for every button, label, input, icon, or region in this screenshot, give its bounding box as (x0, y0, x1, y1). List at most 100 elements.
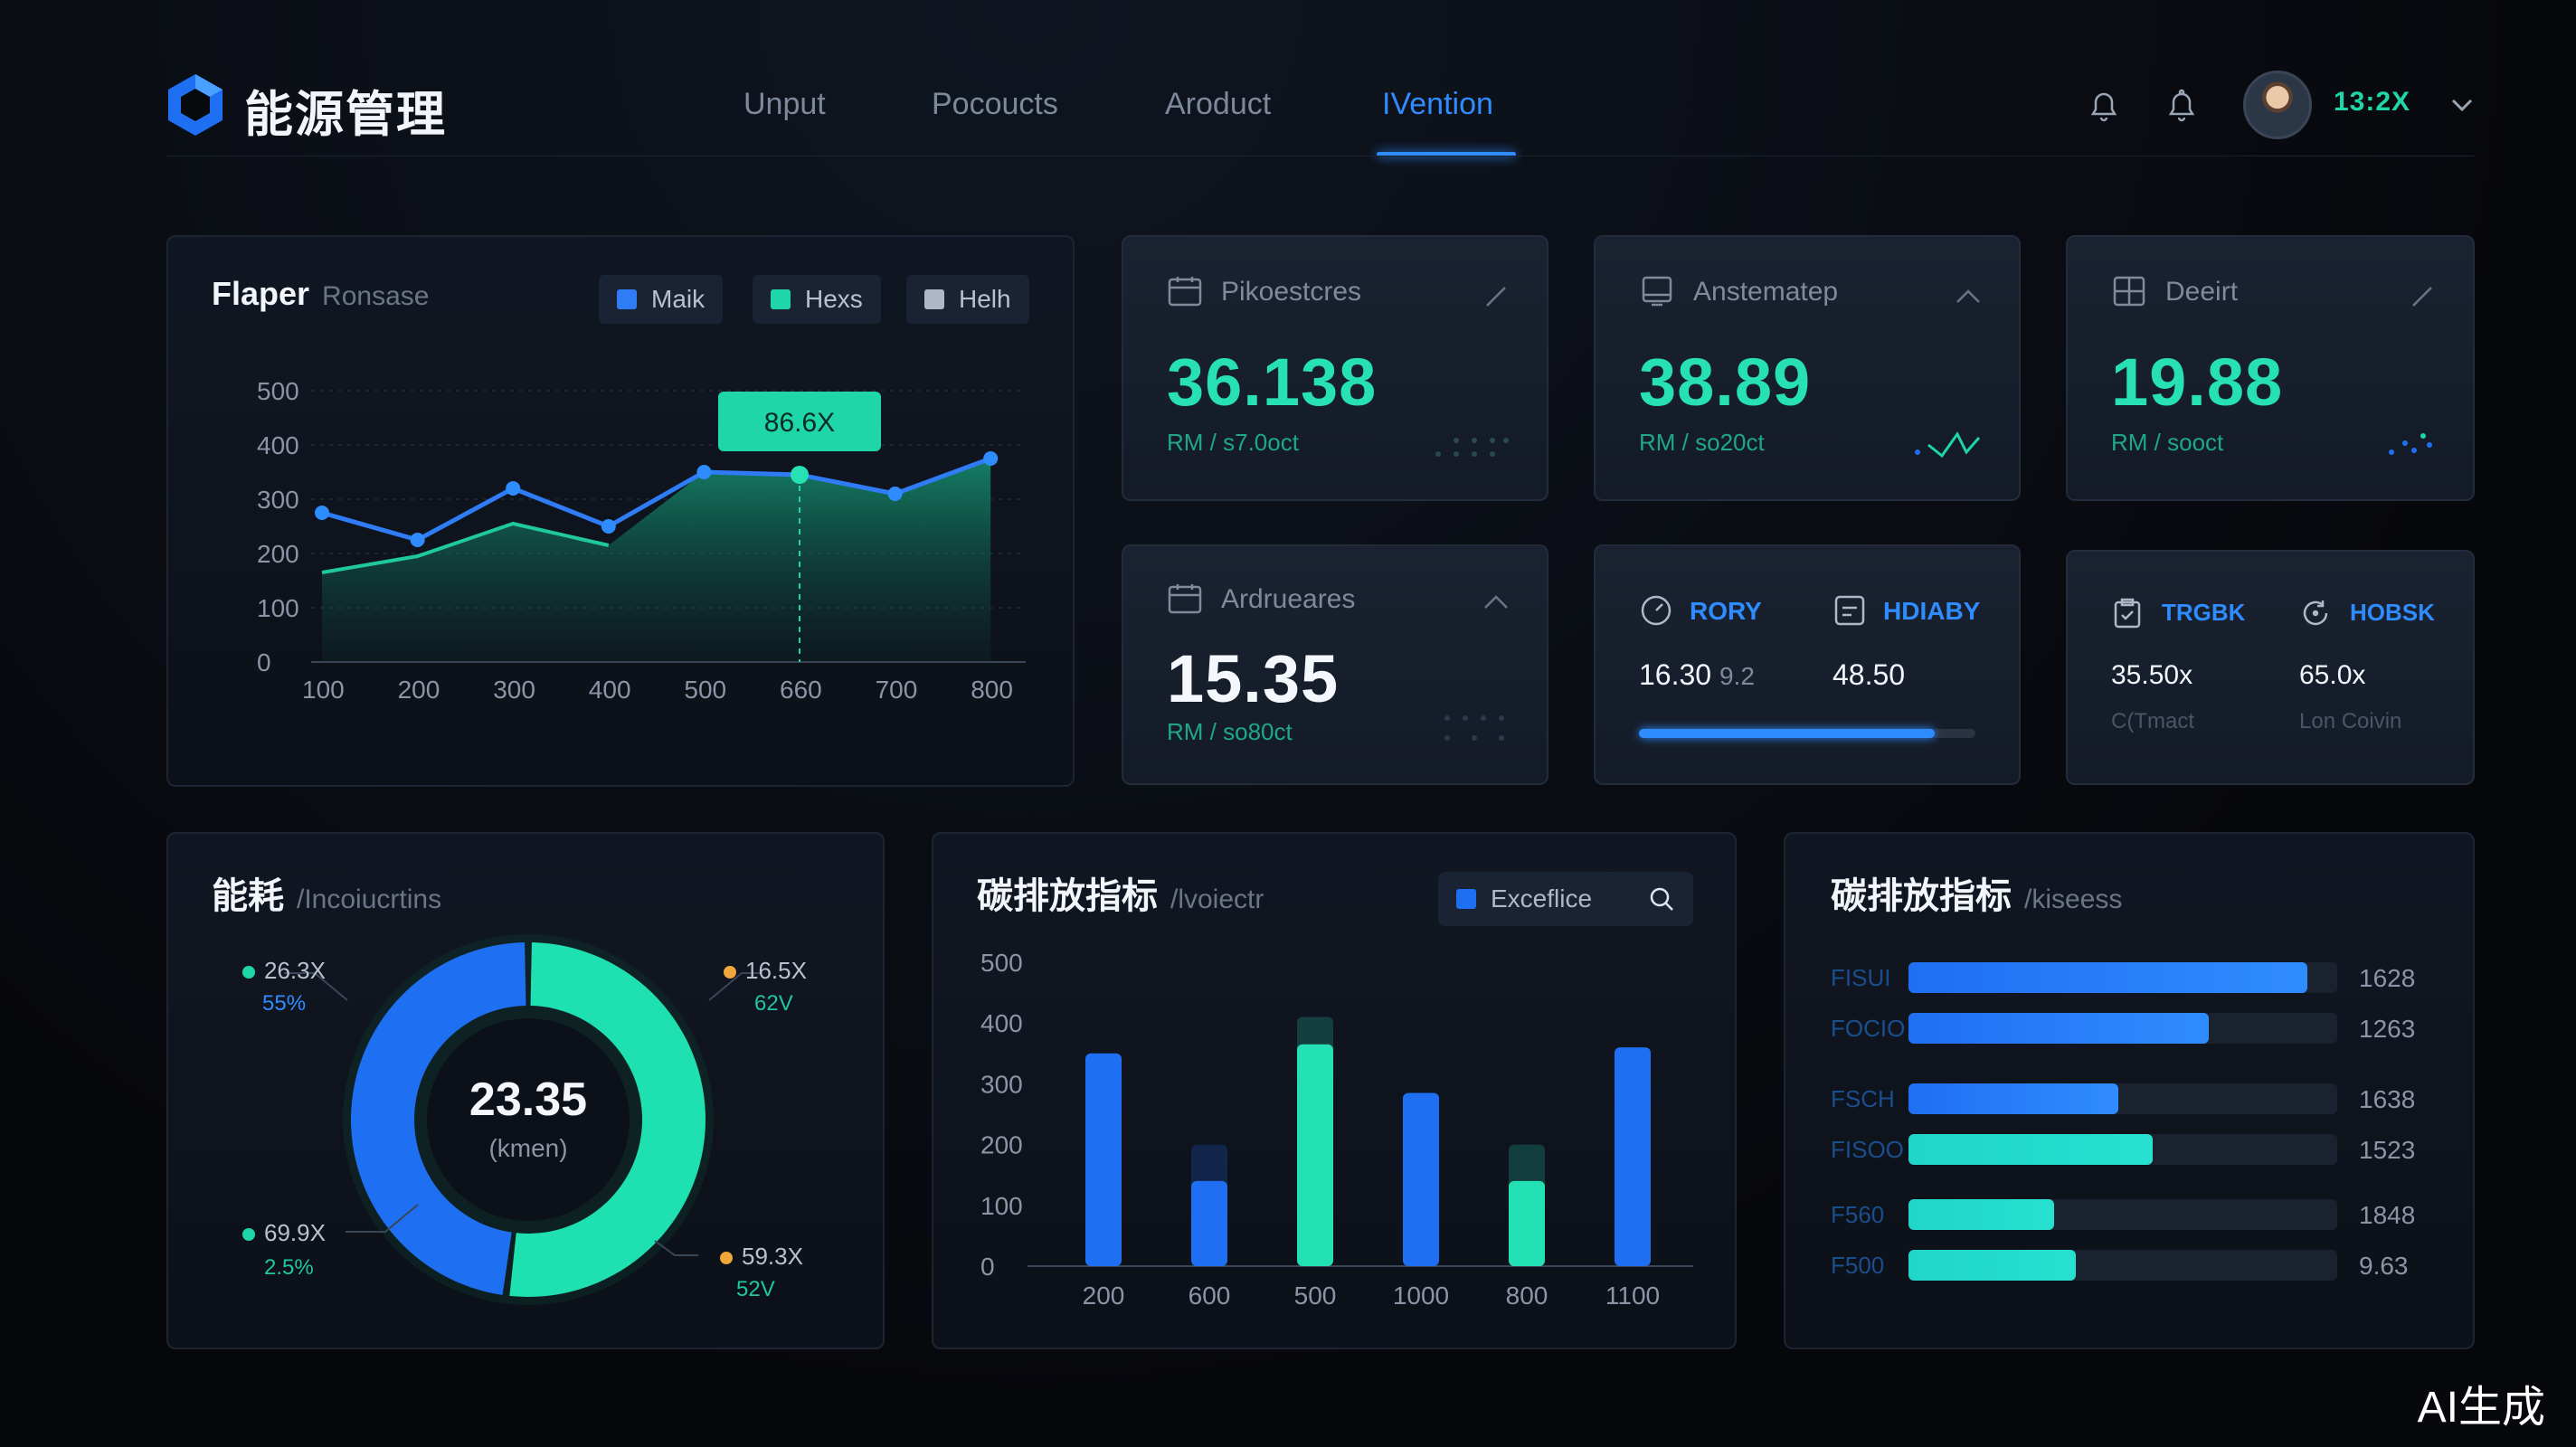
donut-center-unit: (kmen) (488, 1134, 568, 1162)
data-point[interactable] (315, 506, 329, 520)
legend-label: Helh (959, 285, 1011, 313)
user-avatar[interactable] (2243, 71, 2312, 139)
window-icon (1834, 595, 1865, 626)
mini-value-main: 16.30 (1639, 658, 1712, 691)
donut-chart (284, 934, 762, 1305)
nav-tab-ivention[interactable]: IVention (1382, 87, 1493, 121)
kpi-label: Deeirt (2165, 277, 2239, 307)
donut-label-value: 59.3X (742, 1243, 803, 1270)
hbar-label: F560 (1831, 1201, 1885, 1228)
mini-value-trgbk: 35.50x (2111, 660, 2193, 690)
hbar-fill[interactable] (1908, 962, 2307, 993)
donut-label-value: 26.3X (264, 957, 326, 984)
hbar-fill[interactable] (1908, 1199, 2055, 1230)
data-point[interactable] (983, 451, 999, 466)
donut-label-value: 16.5X (745, 957, 807, 984)
bar[interactable] (1191, 1180, 1227, 1266)
line-chart: 0 100 200 300 400 500 100 200 300 400 500 660 700 800… (257, 377, 1026, 704)
x-tick-label: 200 (398, 676, 440, 704)
legend-swatch (617, 289, 637, 309)
kpi-card-2[interactable]: Anstematep 38.89 RM / so20ct (1594, 235, 2021, 501)
data-point[interactable] (696, 465, 712, 479)
kpi-unit: RM / so20ct (1639, 429, 1765, 456)
nav-tab-aroduct[interactable]: Aroduct (1165, 87, 1272, 121)
legend-chip-helh[interactable]: Helh (906, 275, 1029, 324)
leader-line (708, 972, 762, 1001)
mini-value-extra: 9.2 (1719, 662, 1755, 690)
kpi-label: Anstematep (1693, 277, 1839, 307)
bar[interactable] (1297, 1044, 1333, 1266)
legend-chip-hexs[interactable]: Hexs (753, 275, 881, 324)
hbar-label: FOCIO (1831, 1015, 1906, 1042)
clipboard-icon (2114, 598, 2141, 629)
bar[interactable] (1615, 1047, 1651, 1266)
data-point[interactable] (601, 519, 616, 534)
x-tick-label: 100 (302, 676, 345, 704)
legend-swatch (771, 289, 791, 309)
hbar-fill[interactable] (1908, 1083, 2119, 1114)
leader-line (654, 1240, 698, 1256)
filter-swatch (1456, 889, 1476, 909)
search-icon[interactable] (1648, 885, 1675, 913)
kpi-card-1[interactable]: Pikoestcres 36.138 RM / s7.0oct (1122, 235, 1548, 501)
data-point[interactable] (791, 466, 809, 484)
x-tick-label: 500 (684, 676, 726, 704)
logo-icon (168, 74, 223, 136)
mini-label-hdiaby: HDIABY (1883, 597, 1981, 625)
chevron-down-icon[interactable] (2448, 90, 2477, 119)
donut-label-sub: 55% (262, 991, 307, 1016)
donut-label-sub: 62V (754, 991, 793, 1016)
refresh-icon (2303, 601, 2328, 626)
notification-icon[interactable] (2162, 85, 2202, 125)
data-point[interactable] (887, 487, 903, 501)
mini-card-rory[interactable] (1594, 544, 2021, 785)
legend-chip-maik[interactable]: Maik (599, 275, 724, 324)
sparkline-icon (1435, 438, 1509, 457)
donut-label-4: 59.3X (720, 1243, 803, 1271)
chevron-up-icon (1484, 595, 1508, 609)
bar-panel-title: 碳排放指标/lvoiectr (977, 866, 1264, 919)
x-tick-label: 500 (1294, 1281, 1337, 1310)
bar-chart: 0 100 200 300 400 500 200 600 500 1000 800 1100 (980, 949, 1693, 1310)
x-tick-label: 1100 (1605, 1281, 1660, 1310)
kpi-value: 38.89 (1639, 345, 1812, 420)
bar[interactable] (1085, 1053, 1122, 1266)
bar[interactable] (1403, 1092, 1439, 1266)
mini-label-rory: RORY (1690, 597, 1762, 625)
x-tick-label: 660 (780, 676, 822, 704)
search-input[interactable]: Exceflice (1438, 872, 1693, 926)
kpi-card-3[interactable]: Deeirt 19.88 RM / sooct (2066, 235, 2475, 501)
hbar-subtitle: /kiseess (2024, 884, 2123, 914)
donut-subtitle: /Incoiucrtins (297, 884, 442, 914)
nav-tab-unput[interactable]: Unput (743, 87, 826, 121)
chevron-up-icon (1956, 289, 1980, 303)
hbar-value: 1628 (2359, 964, 2416, 992)
hbar-label: FSCH (1831, 1085, 1895, 1112)
y-tick-label: 100 (257, 594, 299, 622)
bell-icon[interactable] (2084, 85, 2124, 125)
bar[interactable] (1509, 1180, 1545, 1266)
active-tab-indicator (1377, 152, 1516, 156)
data-point[interactable] (506, 481, 521, 496)
y-tick-label: 500 (980, 949, 1023, 977)
hbar-fill[interactable] (1908, 1134, 2154, 1165)
x-tick-label: 300 (493, 676, 535, 704)
mini-card-trgbk[interactable] (2066, 550, 2475, 785)
donut-label-2: 16.5X (724, 957, 807, 985)
x-tick-label: 800 (1506, 1281, 1548, 1310)
nav-tab-pocoucts[interactable]: Pocoucts (932, 87, 1058, 121)
bar-title-text: 碳排放指标 (977, 876, 1158, 916)
data-point[interactable] (410, 533, 425, 547)
mini-value-rory: 16.30 9.2 (1639, 658, 1755, 692)
donut-center-value: 23.35 (469, 1073, 588, 1126)
x-tick-label: 200 (1083, 1281, 1125, 1310)
hbar-fill[interactable] (1908, 1013, 2209, 1044)
dot (242, 966, 255, 979)
y-tick-label: 500 (257, 377, 299, 405)
series-line-blue (321, 456, 992, 543)
kpi-value: 19.88 (2111, 345, 2284, 420)
bar-subtitle: /lvoiectr (1170, 884, 1264, 914)
hbar-fill[interactable] (1908, 1250, 2076, 1281)
kpi-card-4[interactable]: Ardrueares 15.35 RM / so80ct (1122, 544, 1548, 785)
